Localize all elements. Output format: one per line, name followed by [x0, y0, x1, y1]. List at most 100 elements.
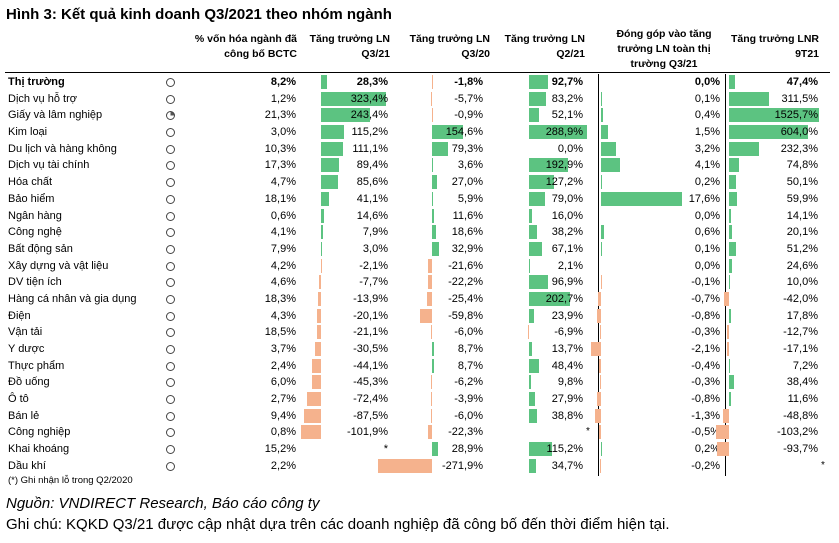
table-row: Ngân hàng 0,6% 14,6% 11,6% 16,0% 0,0% 14,1%	[0, 208, 839, 225]
status-circle-icon	[166, 278, 175, 288]
q221-value: 38,8%	[551, 409, 583, 422]
ytd-bar	[729, 158, 739, 173]
header-q320-line2: Q3/20	[461, 48, 490, 60]
q321-bar	[306, 392, 321, 407]
contrib-bar	[601, 191, 682, 206]
q320-value: 28,9%	[451, 443, 483, 456]
contrib-value: -0,4%	[691, 359, 720, 372]
q221-value: 67,1%	[551, 242, 583, 255]
q221-value: 0,0%	[557, 142, 583, 155]
sector-name: Ô tô	[8, 393, 29, 406]
q320-bar	[377, 458, 432, 473]
table-row: Hàng cá nhân và gia dụng 18,3% -13,9% -25,4…	[0, 291, 839, 308]
sector-name: Kim loại	[8, 126, 48, 139]
q321-value: 28,3%	[356, 76, 388, 88]
header-ytd: Tăng trưởng LNR 9T21	[727, 32, 819, 62]
q320-bar	[430, 325, 432, 340]
ytd-value: 604,0%	[780, 126, 818, 139]
q221-value: 202,7%	[545, 292, 583, 305]
q321-bar	[314, 342, 321, 356]
table-row: Y dược 3,7% -30,5% 8,7% 13,7% -2,1% -17,1%	[0, 341, 839, 358]
q321-value: *	[383, 443, 388, 456]
cap-value: 3,0%	[270, 126, 296, 139]
table-row: Bảo hiểm 18,1% 41,1% 5,9% 79,0% 17,6% 59,9%	[0, 191, 839, 208]
ytd-value: 311,5%	[781, 92, 819, 105]
q320-value: -6,0%	[454, 409, 483, 422]
q320-bar	[432, 191, 434, 206]
contrib-value: 4,1%	[694, 159, 720, 172]
ytd-value: 232,3%	[780, 142, 818, 155]
q221-bar	[529, 308, 534, 323]
q321-value: 323,4%	[350, 92, 388, 105]
status-circle-icon	[166, 361, 175, 371]
table-row: Giấy và lâm nghiệp 21,3% 243,4% -0,9% 52,1% 0…	[0, 107, 839, 124]
ytd-value: 24,6%	[786, 259, 818, 272]
contrib-value: 0,2%	[694, 443, 720, 456]
sector-name: Bất động sản	[8, 242, 73, 255]
q320-value: -0,9%	[454, 109, 483, 122]
q320-value: -5,7%	[454, 92, 483, 105]
table-row: Du lịch và hàng không 10,3% 111,1% 79,3% 0,0…	[0, 141, 839, 158]
ytd-value: 7,2%	[792, 359, 818, 372]
q320-bar	[432, 175, 438, 190]
q321-bar	[316, 308, 321, 323]
q221-value: 52,1%	[551, 109, 583, 122]
contrib-value: 0,0%	[694, 209, 720, 222]
separator-contrib-right	[725, 74, 726, 476]
q221-bar	[529, 375, 531, 390]
cap-value: 4,7%	[270, 176, 296, 189]
q320-bar	[432, 208, 435, 223]
q221-value: 96,9%	[551, 276, 583, 289]
q221-bar	[529, 225, 537, 240]
contrib-bar	[601, 158, 620, 173]
q221-bar	[529, 442, 553, 457]
table-row: Công nghệ 4,1% 7,9% 18,6% 38,2% 0,6% 20,1%	[0, 224, 839, 241]
cap-value: 10,3%	[264, 142, 296, 155]
q320-value: 8,7%	[457, 359, 483, 372]
header-ytd-line2: 9T21	[795, 48, 819, 60]
separator-contrib-left	[598, 74, 599, 476]
q221-bar	[529, 75, 548, 89]
status-circle-icon	[166, 194, 175, 204]
contrib-value: 0,2%	[694, 176, 720, 189]
q321-bar	[321, 191, 330, 206]
sector-name: Thị trường	[8, 76, 65, 88]
q321-value: -21,1%	[353, 326, 388, 339]
q320-value: 5,9%	[457, 192, 483, 205]
q320-value: -22,2%	[448, 276, 483, 289]
table-row: Dịch vụ hỗ trợ 1,2% 323,4% -5,7% 83,2% 0,1% 31…	[0, 91, 839, 108]
q321-value: -7,7%	[359, 276, 388, 289]
q221-star-marker: *	[586, 426, 590, 438]
q320-bar	[420, 308, 432, 323]
sector-name: Dầu khí	[8, 459, 46, 472]
sector-name: Du lịch và hàng không	[8, 142, 117, 155]
ytd-bar	[729, 392, 731, 407]
table-row: Bán lẻ 9,4% -87,5% -6,0% 38,8% -1,3% -48,8%	[0, 408, 839, 425]
q320-bar	[427, 258, 432, 273]
q320-value: 79,3%	[451, 142, 483, 155]
ytd-star-marker: *	[821, 459, 825, 471]
header-cap: % vốn hóa ngành đã công bố BCTC	[170, 32, 297, 62]
ytd-bar	[729, 275, 731, 290]
cap-value: 21,3%	[264, 109, 296, 122]
q221-value: -6,9%	[554, 326, 583, 339]
q320-value: -6,0%	[454, 326, 483, 339]
status-circle-icon	[166, 378, 175, 388]
sector-name: Công nghệ	[8, 226, 62, 239]
ytd-value: 59,9%	[786, 192, 818, 205]
cap-value: 4,3%	[270, 309, 296, 322]
status-circle-icon	[166, 294, 175, 304]
contrib-value: 3,2%	[694, 142, 720, 155]
table-row: Công nghiệp 0,8% -101,9% -22,3% * -0,5% -103,2…	[0, 424, 839, 441]
q321-value: -30,5%	[353, 343, 388, 355]
q321-bar	[321, 241, 322, 256]
ytd-bar	[729, 225, 732, 240]
sector-name: Dịch vụ tài chính	[8, 159, 90, 172]
q321-value: -87,5%	[353, 409, 388, 422]
header-contrib-line2: trưởng LN toàn thị	[617, 43, 711, 55]
ytd-bar	[729, 375, 734, 390]
contrib-bar	[601, 442, 602, 457]
cap-value: 0,8%	[270, 426, 296, 439]
header-q221-line1: Tăng trưởng LN	[504, 33, 585, 45]
